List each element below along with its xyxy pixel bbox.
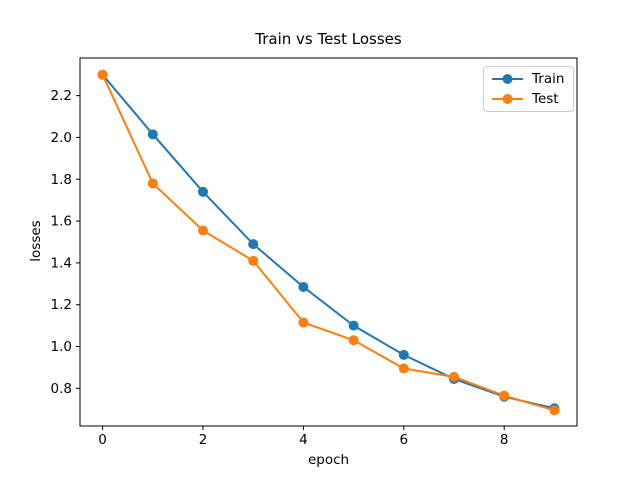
series-marker-train [298,281,309,292]
legend: Train Test [483,66,575,112]
series-line-train [101,73,556,410]
series-marker-test [197,225,208,236]
legend-swatch-train-icon [492,74,523,84]
legend-label-train: Train [532,71,565,87]
legend-label-test: Test [532,91,559,107]
y-tick-label: 1.6 [51,214,72,230]
series-marker-train [147,129,158,140]
series-marker-test [499,390,510,401]
series-marker-test [449,371,460,382]
y-tick-label: 1.8 [51,172,72,188]
series-marker-test [549,405,560,416]
series-marker-train [248,239,259,250]
chart-title: Train vs Test Losses [255,30,402,48]
series-marker-test [97,69,108,80]
y-axis-label: losses [28,220,44,262]
series-marker-train [197,186,208,197]
y-tick-label: 0.8 [51,381,72,397]
series-marker-test [248,255,259,266]
x-tick-label: 0 [98,432,107,448]
plot-border [79,57,578,427]
series-line-test [101,73,556,412]
series-marker-test [298,317,309,328]
x-tick-label: 4 [299,432,308,448]
series-marker-train [398,349,409,360]
x-tick-label: 8 [500,432,509,448]
y-tick-label: 1.4 [51,255,72,271]
y-tick-label: 2.0 [51,130,72,146]
y-tick-label: 1.2 [51,297,72,313]
legend-item-train: Train [491,71,564,87]
series-marker-test [147,178,158,189]
y-tick-label: 1.0 [51,339,72,355]
y-tick-label: 2.2 [51,88,72,104]
x-tick-label: 2 [199,432,208,448]
series-marker-test [398,363,409,374]
series-marker-test [348,335,359,346]
x-tick-label: 6 [400,432,409,448]
legend-item-test: Test [491,91,564,107]
legend-swatch-test-icon [492,94,523,104]
x-axis-label: epoch [307,452,350,468]
series-marker-train [348,320,359,331]
